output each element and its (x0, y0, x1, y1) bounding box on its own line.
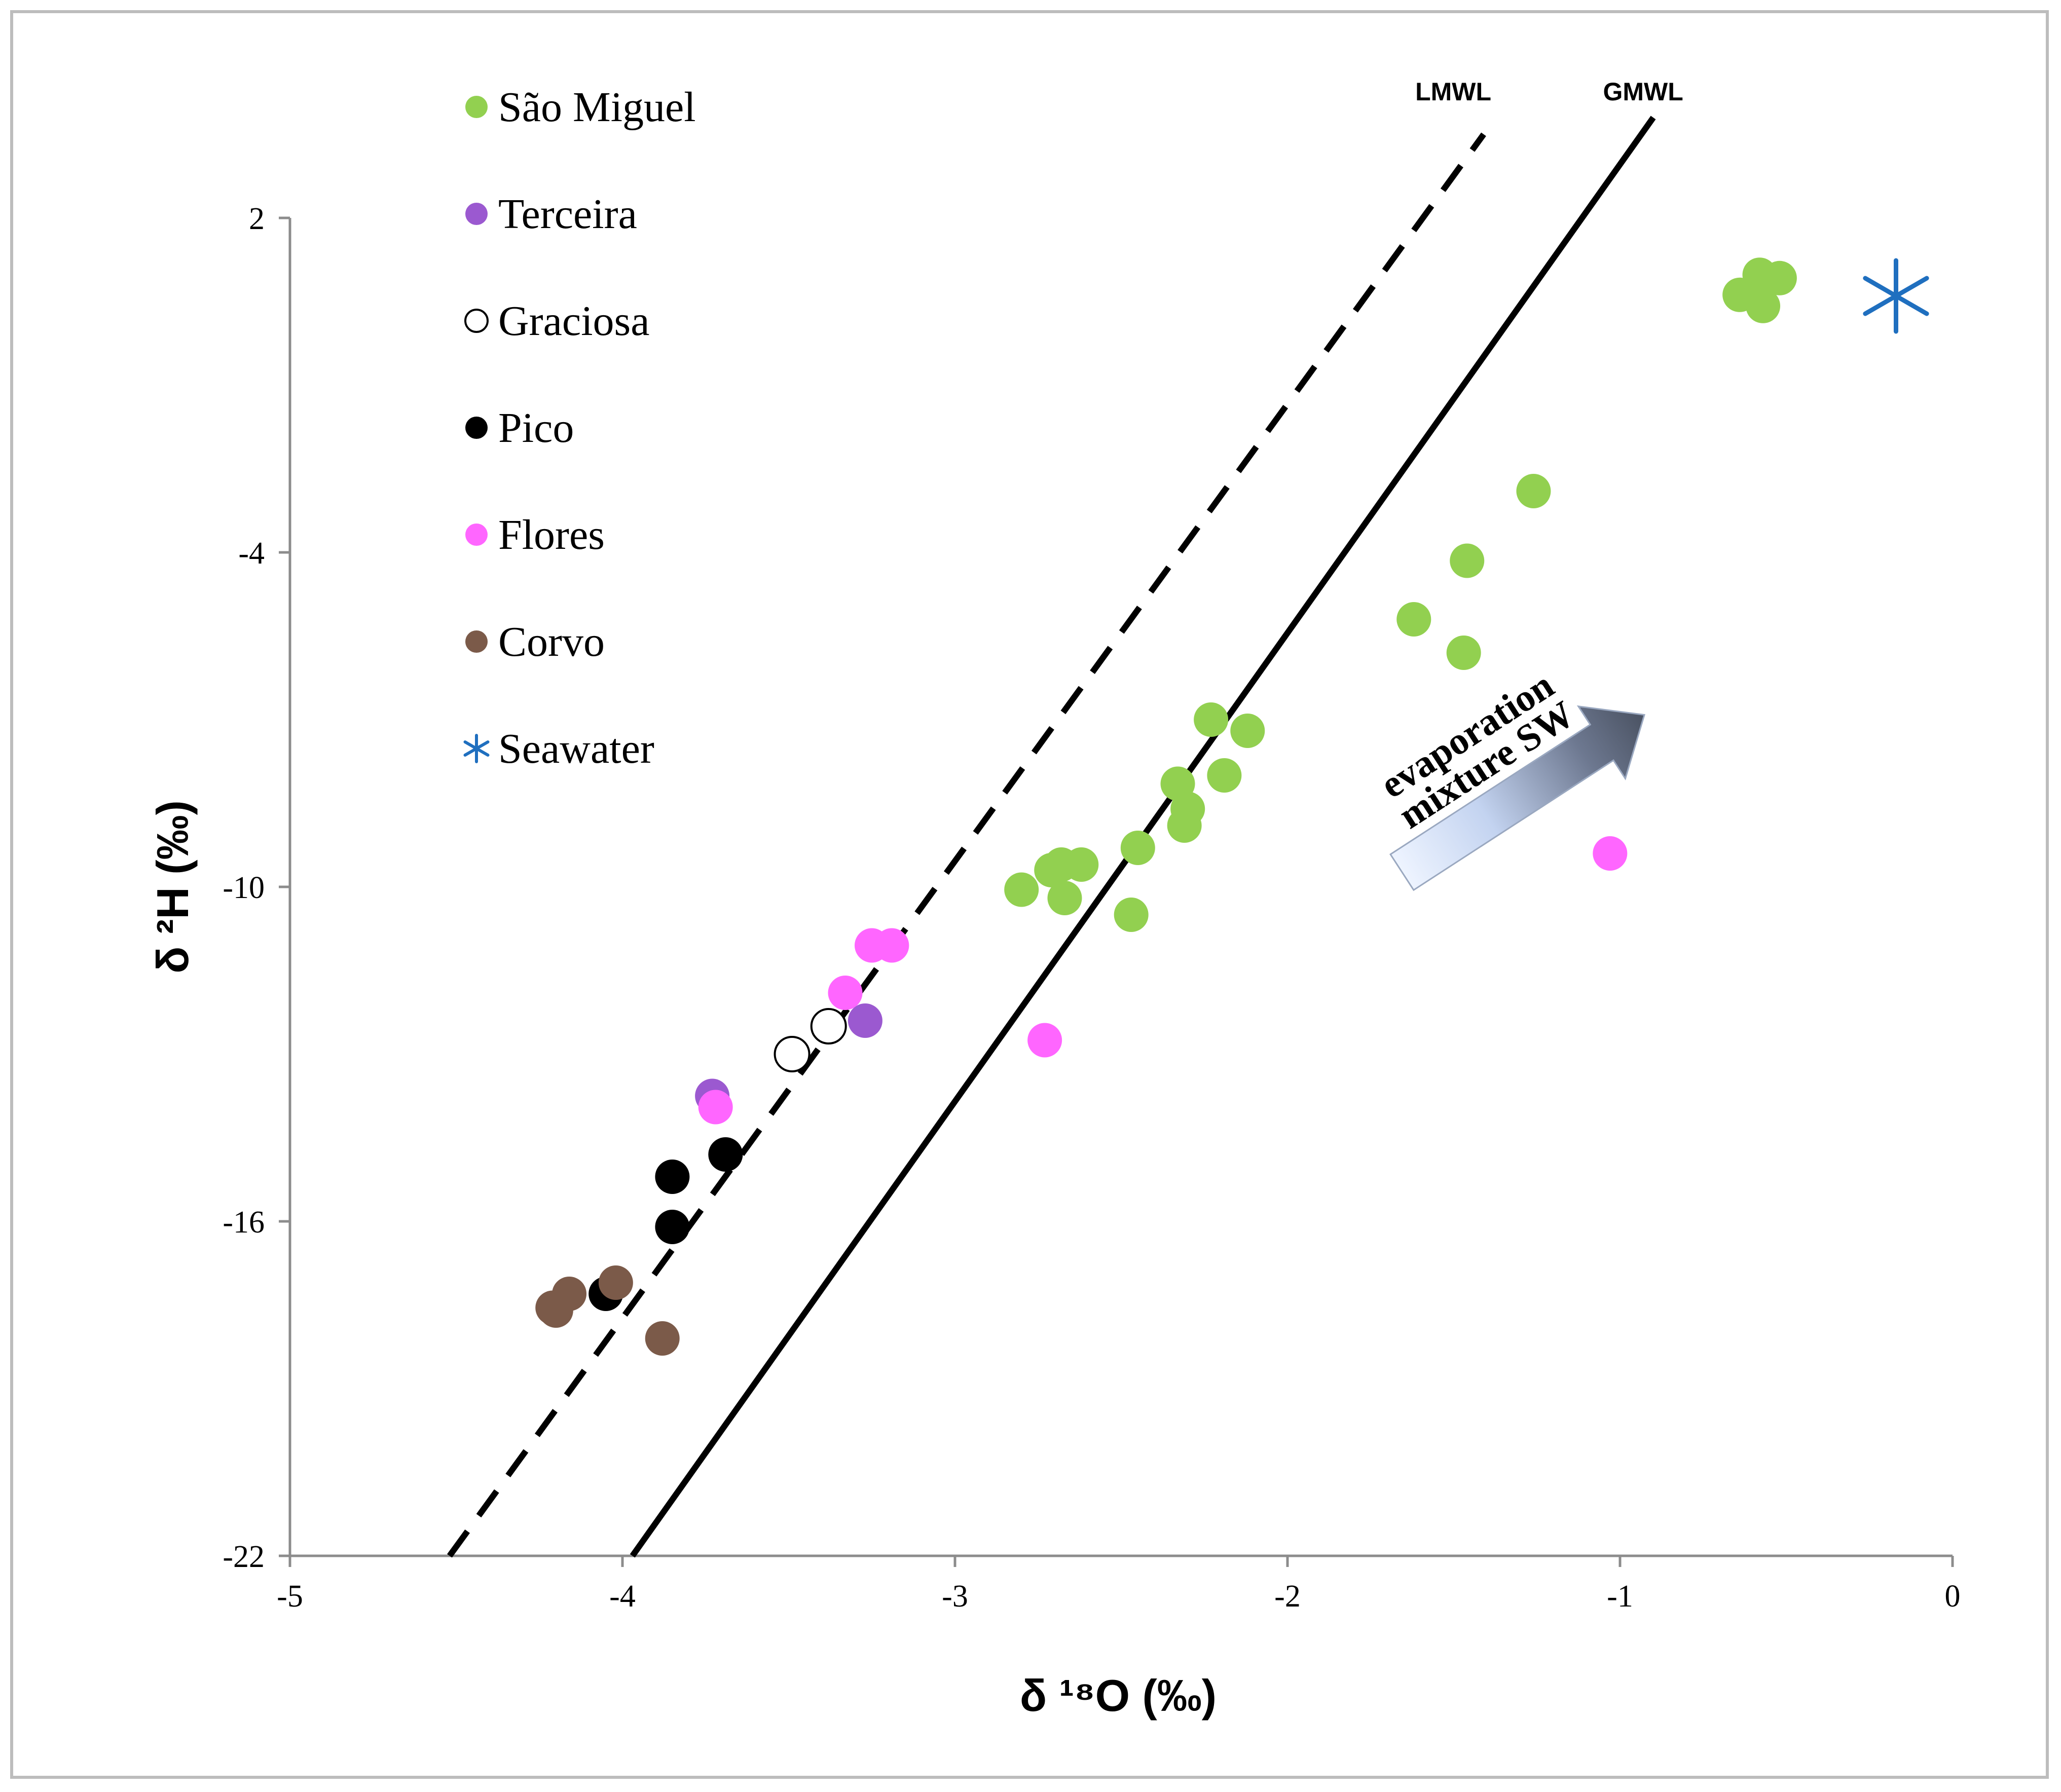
graciosa-point (810, 1008, 847, 1044)
lmwl-label: LMWL (1415, 78, 1491, 106)
sao-miguel-point (1516, 474, 1551, 508)
sao-miguel-point (1446, 636, 1481, 670)
flores-point (855, 928, 889, 963)
y-ticks: -22 -16 -10 -4 2 (223, 202, 290, 1574)
legend-label-seawater: Seawater (498, 725, 654, 772)
legend: São Miguel Terceira Graciosa Pico Flores Corv… (463, 84, 696, 772)
x-tick-label: -4 (609, 1579, 636, 1614)
sao-miguel-point (1047, 881, 1082, 915)
legend-marker-seawater (463, 734, 490, 763)
graciosa-point (774, 1036, 811, 1072)
pico-point (655, 1160, 690, 1194)
flores-point (828, 976, 863, 1010)
sao-miguel-point (1207, 758, 1242, 793)
legend-label-graciosa: Graciosa (498, 297, 650, 345)
sao-miguel-point (1762, 260, 1797, 295)
sao-miguel-point (1230, 714, 1265, 748)
legend-marker-pico (465, 417, 488, 439)
corvo-point (598, 1265, 633, 1300)
x-tick-label: -5 (277, 1579, 303, 1614)
flores-point (1027, 1023, 1062, 1058)
gmwl-label: GMWL (1603, 78, 1683, 106)
x-tick-label: -3 (942, 1579, 968, 1614)
y-tick-label: -22 (223, 1540, 265, 1574)
pico-point (708, 1137, 743, 1172)
legend-marker-flores (465, 524, 488, 546)
sao-miguel-point (1034, 853, 1069, 887)
legend-label-corvo: Corvo (498, 618, 605, 665)
y-tick-label: 2 (249, 202, 265, 236)
legend-marker-graciosa (464, 309, 489, 333)
sao-miguel-point (1194, 702, 1229, 737)
data-points (535, 257, 1929, 1356)
legend-marker-terceira (465, 203, 488, 225)
flores-point (698, 1090, 733, 1125)
legend-label-sao-miguel: São Miguel (498, 84, 696, 131)
y-tick-label: -4 (238, 536, 265, 571)
x-tick-label: 0 (1945, 1579, 1961, 1614)
legend-label-flores: Flores (498, 511, 605, 558)
legend-label-terceira: Terceira (498, 191, 637, 238)
sao-miguel-point (1450, 543, 1485, 578)
scatter-chart: -5 -4 -3 -2 -1 0 -22-16-10-42 LMWL GMWL δ ¹⁸O … (148, 78, 1961, 1721)
y-tick-label: -10 (223, 871, 265, 905)
lmwl-line (447, 132, 1486, 1558)
terceira-point (848, 1003, 882, 1038)
legend-label-pico: Pico (498, 404, 574, 452)
flores-point (1593, 836, 1628, 871)
x-tick-label: -1 (1607, 1579, 1633, 1614)
corvo-point (535, 1290, 570, 1325)
x-ticks: -5 -4 -3 -2 -1 0 (277, 1556, 1961, 1614)
y-axis-title: δ ²H (‰) (148, 800, 198, 974)
legend-marker-sao-miguel (465, 96, 488, 118)
sao-miguel-point (1114, 898, 1149, 932)
sao-miguel-point (1120, 831, 1155, 865)
sao-miguel-point (1004, 872, 1039, 907)
pico-point (655, 1210, 690, 1244)
sao-miguel-point (1167, 808, 1202, 843)
seawater-point (1863, 258, 1929, 334)
legend-marker-corvo (465, 630, 488, 653)
x-axis-title: δ ¹⁸O (‰) (1020, 1670, 1217, 1721)
arrow-shape (1389, 705, 1645, 891)
y-tick-label: -16 (223, 1205, 265, 1240)
sao-miguel-point (1396, 602, 1431, 637)
x-tick-label: -2 (1274, 1579, 1301, 1614)
chart-frame: -5 -4 -3 -2 -1 0 -22 -16 -10 -4 2 LMWL GMWL δ ¹⁸O … (10, 10, 2049, 1779)
sao-miguel-point (1746, 288, 1781, 323)
corvo-point (645, 1321, 680, 1356)
